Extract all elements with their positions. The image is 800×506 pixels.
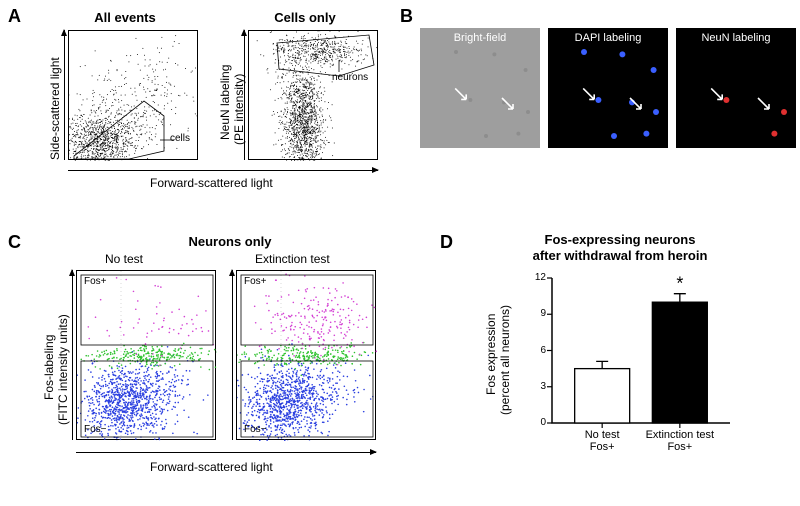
panel-a-scatter-right bbox=[248, 30, 378, 160]
panel-c-label: C bbox=[8, 232, 21, 253]
panel-a-yarrow1 bbox=[64, 30, 65, 160]
panel-d-yaxis-1: Fos expression bbox=[484, 314, 498, 395]
panel-a-title-right: Cells only bbox=[235, 10, 375, 25]
micrograph-2: NeuN labeling bbox=[676, 28, 796, 148]
panel-d-label: D bbox=[440, 232, 453, 253]
panel-a-yarrow2 bbox=[244, 30, 245, 160]
gate-neurons-pointer bbox=[332, 60, 346, 76]
panel-c-title-right: Extinction test bbox=[255, 252, 330, 266]
panel-d-chart: * bbox=[520, 268, 740, 443]
scatter-c-left-svg bbox=[77, 271, 217, 441]
panel-c-xlabel: Forward-scattered light bbox=[150, 460, 273, 474]
gate-cells-pointer bbox=[160, 136, 178, 144]
panel-a-xlabel: Forward-scattered light bbox=[150, 176, 273, 190]
panel-b-label: B bbox=[400, 6, 413, 27]
micrograph-0: Bright-field bbox=[420, 28, 540, 148]
scatter-a-right-svg bbox=[249, 31, 379, 161]
d-ytick-3: 3 bbox=[528, 381, 546, 392]
d-ytick-6: 6 bbox=[528, 345, 546, 356]
c-right-fosneg: Fos− bbox=[244, 424, 267, 435]
panel-c-xarrow bbox=[76, 452, 376, 453]
panel-a-xarrow bbox=[68, 170, 378, 171]
micrograph-1: DAPI labeling bbox=[548, 28, 668, 148]
c-left-fosneg: Fos− bbox=[84, 424, 107, 435]
panel-c-yarrow1 bbox=[72, 270, 73, 440]
c-left-fospos: Fos+ bbox=[84, 276, 107, 287]
panel-c-yaxis-1: Fos-labeling bbox=[42, 335, 56, 400]
panel-c-supertitle: Neurons only bbox=[90, 234, 370, 249]
d-xlabel-0: No testFos+ bbox=[557, 429, 647, 453]
panel-c-title-left: No test bbox=[105, 252, 143, 266]
panel-a-yaxis-right-1: NeuN labeling bbox=[218, 65, 232, 140]
micrograph-title-1: DAPI labeling bbox=[548, 32, 668, 44]
micrograph-title-0: Bright-field bbox=[420, 32, 540, 44]
panel-a-label: A bbox=[8, 6, 21, 27]
panel-a-title-left: All events bbox=[55, 10, 195, 25]
d-ytick-9: 9 bbox=[528, 308, 546, 319]
panel-c-yaxis-2: (FITC intensity units) bbox=[56, 314, 70, 425]
panel-d-title1: Fos-expressing neurons bbox=[490, 232, 750, 247]
micrograph-title-2: NeuN labeling bbox=[676, 32, 796, 44]
scatter-c-right-svg bbox=[237, 271, 377, 441]
panel-d-svg: * bbox=[520, 268, 740, 443]
panel-c-scatter-left bbox=[76, 270, 216, 440]
c-right-fospos: Fos+ bbox=[244, 276, 267, 287]
panel-d-title2: after withdrawal from heroin bbox=[490, 248, 750, 263]
d-xlabel-1: Extinction testFos+ bbox=[635, 429, 725, 453]
d-ytick-0: 0 bbox=[528, 417, 546, 428]
panel-c-yarrow2 bbox=[232, 270, 233, 440]
d-ytick-12: 12 bbox=[528, 272, 546, 283]
panel-a-yaxis-left: Side-scattered light bbox=[48, 57, 62, 160]
panel-c-scatter-right bbox=[236, 270, 376, 440]
panel-d-yaxis-2: (percent all neurons) bbox=[498, 305, 512, 415]
